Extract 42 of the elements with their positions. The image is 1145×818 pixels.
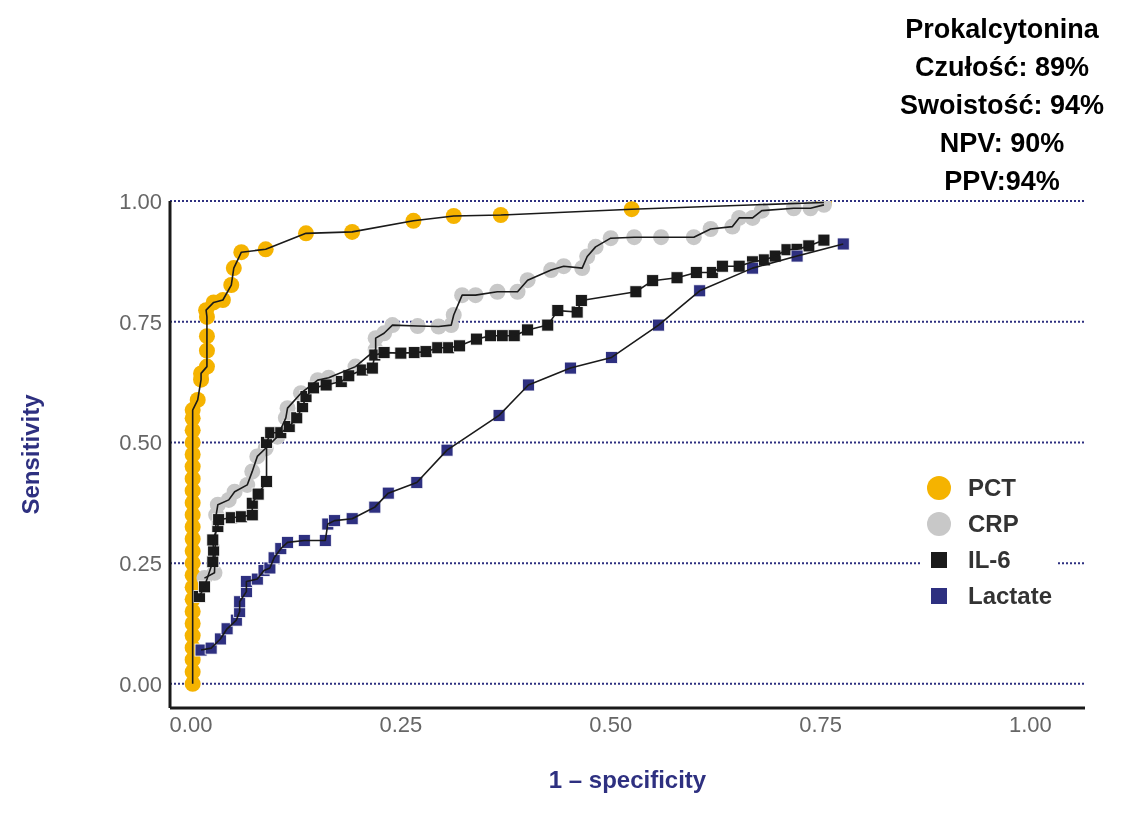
point xyxy=(377,346,391,360)
point xyxy=(629,285,643,299)
point xyxy=(319,378,333,392)
text: Swoistość: 94% xyxy=(898,89,1106,122)
point xyxy=(646,274,660,288)
y-tick-label: 0.75 xyxy=(119,309,162,335)
y-tick-label: 0.50 xyxy=(119,430,162,456)
y-tick-label: 0.00 xyxy=(119,671,162,697)
legend-label: PCT xyxy=(968,474,1016,502)
point xyxy=(689,266,703,279)
point xyxy=(817,233,831,247)
point xyxy=(470,332,483,346)
text: PPV:94% xyxy=(943,165,1061,198)
x-tick-label: 1.00 xyxy=(1009,711,1052,737)
x-tick-label: 0.75 xyxy=(799,711,842,737)
point xyxy=(541,318,555,332)
text: Prokalcytonina xyxy=(904,13,1100,46)
point xyxy=(453,339,467,353)
y-tick-label: 0.25 xyxy=(119,550,162,576)
x-tick-label: 0.00 xyxy=(169,711,213,737)
point xyxy=(732,259,746,273)
point xyxy=(551,304,565,318)
point xyxy=(198,580,211,594)
point xyxy=(365,361,379,375)
x-tick-label: 0.50 xyxy=(589,711,633,737)
point xyxy=(394,346,408,360)
point xyxy=(574,294,588,307)
point xyxy=(836,237,850,251)
legend-label: Lactate xyxy=(968,582,1053,610)
point xyxy=(570,305,584,319)
y-tick-label: 1.00 xyxy=(119,188,162,214)
y-axis-title: Sensitivity xyxy=(16,393,44,515)
text: Czułość: 89% xyxy=(913,51,1091,84)
x-axis-title: 1 – specificity xyxy=(548,766,707,793)
text: NPV: 90% xyxy=(938,127,1066,160)
point xyxy=(521,323,535,337)
point xyxy=(670,271,684,285)
point xyxy=(260,475,273,488)
point xyxy=(251,487,265,501)
legend-label: IL-6 xyxy=(968,546,1011,574)
x-tick-label: 0.25 xyxy=(379,711,423,737)
legend-label: CRP xyxy=(968,510,1019,538)
